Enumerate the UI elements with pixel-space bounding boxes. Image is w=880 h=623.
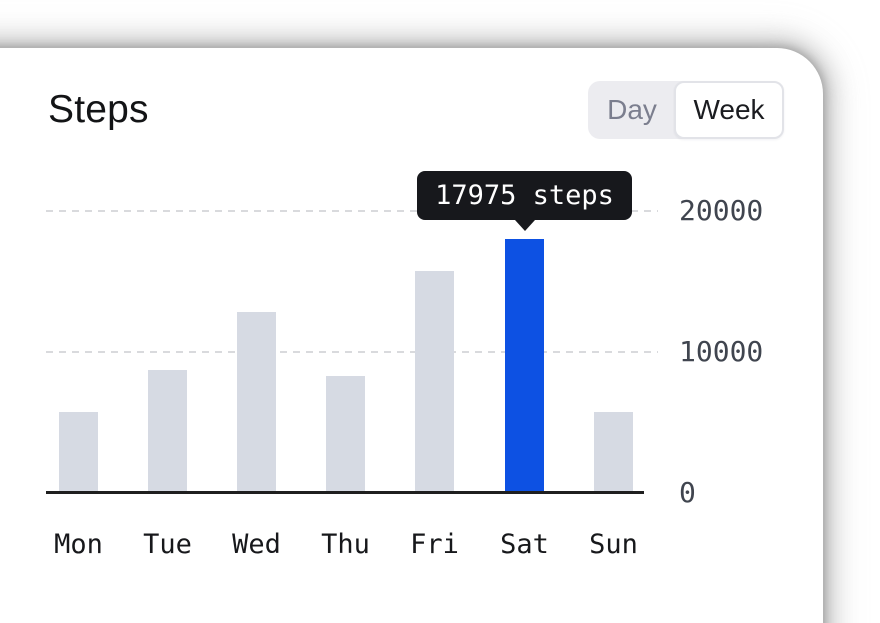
day-week-toggle: Day Week — [588, 81, 784, 139]
y-tick-0: 0 — [679, 476, 696, 509]
x-label-tue: Tue — [143, 529, 192, 560]
bar-sat[interactable] — [505, 239, 544, 493]
tooltip-caret-icon — [514, 220, 535, 232]
bar-fri[interactable] — [415, 271, 454, 493]
bar-wed[interactable] — [237, 312, 276, 493]
card-background — [0, 48, 823, 623]
gridline-20000 — [46, 209, 658, 212]
y-tick-20000: 20000 — [679, 194, 764, 227]
page-title: Steps — [48, 88, 149, 131]
bar-tue[interactable] — [148, 370, 187, 493]
tooltip-label: 17975 steps — [435, 180, 614, 212]
bar-sun[interactable] — [594, 412, 633, 493]
x-label-wed: Wed — [232, 529, 281, 560]
bar-thu[interactable] — [326, 375, 365, 493]
x-label-fri: Fri — [410, 529, 459, 560]
bar-mon[interactable] — [59, 412, 98, 493]
tooltip: 17975 steps — [417, 171, 632, 221]
x-label-sat: Sat — [500, 529, 549, 560]
x-label-thu: Thu — [321, 529, 370, 560]
y-tick-10000: 10000 — [679, 335, 764, 368]
toggle-option-day[interactable]: Day — [607, 94, 657, 125]
x-label-sun: Sun — [589, 529, 638, 560]
x-axis-line — [46, 491, 644, 494]
toggle-option-week[interactable]: Week — [674, 81, 784, 139]
gridline-10000 — [46, 350, 658, 353]
x-label-mon: Mon — [54, 529, 103, 560]
